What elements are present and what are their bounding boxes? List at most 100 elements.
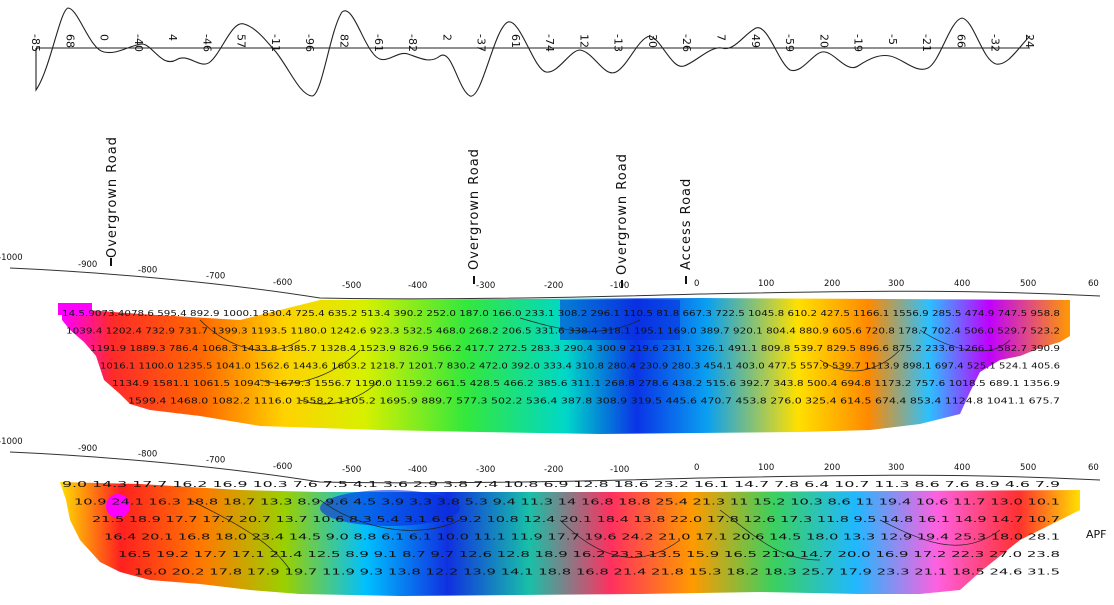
axis-tick-label: 200 [824,279,840,289]
profile-value-label: -40 [132,34,145,52]
profile-value-label: -13 [612,34,625,52]
road-label: Overgrown Road [615,153,630,275]
profile-value-label: 0 [98,34,111,41]
axis-tick-label: -800 [138,450,157,460]
road-marker-1: Overgrown Road [105,136,120,266]
value-row: 14.5.9073.4078.6 595.4 892.9 1000.1 830.… [62,308,1060,318]
section-1: -1000-900-800-700-600 -500 -400 -300 -200 -10… [0,253,1101,434]
value-row: 21.5 18.9 17.7 17.7 20.7 13.7 10.6 8.3 5… [92,514,1060,524]
value-row: 16.4 20.1 16.8 18.0 23.4 14.5 9.0 8.8 6.… [104,532,1060,542]
value-row: 1599.4 1468.0 1082.2 1116.0 1558.2 1105.… [128,396,1060,406]
section-2-blue-zone [320,490,460,526]
side-label: APF [1086,528,1107,541]
axis-tick-label: 500 [1020,279,1036,289]
road-label: Overgrown Road [467,148,482,270]
axis-tick-label: -200 [544,465,563,475]
value-row: 10.9 24.1 16.3 18.8 18.7 13.3 8.9 9.6 4.… [74,497,1060,507]
profile-curve [35,7,1031,97]
value-row: 16.0 20.2 17.8 17.9 19.7 11.9 9.3 13.8 1… [134,567,1060,577]
section-2-contours [189,499,1001,571]
profile-value-label: 49 [749,34,762,48]
axis-tick-label: 400 [954,279,970,289]
axis-tick-label: -300 [476,465,495,475]
section-1-magenta-zone [58,303,92,315]
road-label: Access Road [679,178,694,270]
road-marker-2: Overgrown Road [467,148,482,284]
profile-value-label: -11 [269,34,282,52]
axis-tick-label: -100 [610,281,629,291]
section-2-magenta-spot [106,494,130,518]
profile-value-label: 2 [440,34,453,41]
profile-value-label: -37 [475,34,488,52]
value-row: 9.0 14.3 17.7 16.2 16.9 10.3 7.6 7.5 4.1… [62,479,1060,489]
profile-value-label: -61 [372,34,385,52]
profile-value-label: -5 [886,34,899,45]
section-2-resistivity-fill [60,482,1080,596]
axis-tick-label: -600 [273,462,292,472]
profile-value-label: 12 [577,34,590,48]
axis-tick-label: -600 [273,278,292,288]
profile-value-label: -32 [989,34,1002,52]
axis-tick-label: 400 [954,463,970,473]
axis-tick-label: -400 [408,465,427,475]
value-row: 1134.9 1581.1 1061.5 1094.3 1679.3 1556.… [112,378,1060,388]
axis-tick-label: -500 [342,281,361,291]
axis-tick-label: 300 [888,279,904,289]
axis-tick-label: -700 [206,272,225,282]
profile-value-label: 57 [235,34,248,48]
profile-value-label: -21 [920,34,933,52]
axis-tick-label: 60 [1088,279,1099,289]
value-row: 1191.9 1889.3 786.4 1068.3 1433.8 1385.7… [90,343,1060,353]
profile-value-label: -82 [406,34,419,52]
axis-tick-label: 100 [758,279,774,289]
value-row: 16.5 19.2 17.7 17.1 21.4 12.5 8.9 9.1 8.… [118,549,1060,559]
profile-value-label: 24 [1023,34,1036,48]
profile-value-label: 61 [509,34,522,48]
profile-value-label: 20 [817,34,830,48]
axis-tick-label: -700 [206,456,225,466]
axis-tick-label: -500 [342,465,361,475]
axis-tick-label: 200 [824,463,840,473]
profile-value-label: -26 [680,34,693,52]
road-marker-3: Overgrown Road [615,153,630,288]
profile-value-label: 4 [166,34,179,41]
axis-tick-label: -300 [476,281,495,291]
axis-tick-label: -200 [544,281,563,291]
profile-value-label: -19 [852,34,865,52]
section-2: -1000-900-800-700-600 -500 -400 -300 -200 -10… [0,437,1107,596]
road-marker-4: Access Road [679,178,694,284]
profile-value-label: 30 [646,34,659,48]
axis-tick-label: 500 [1020,463,1036,473]
axis-tick-label: -400 [408,281,427,291]
section-1-blue-zone [560,300,680,340]
axis-tick-label: -1000 [0,437,23,447]
value-row: 1016.1 1100.0 1235.5 1041.0 1562.6 1443.… [100,361,1060,371]
profile-value-label: 7 [715,34,728,41]
axis-tick-label: -1000 [0,253,23,263]
profile-value-label: -74 [543,34,556,52]
axis-tick-label: 60 [1088,463,1099,473]
profile-value-label: -46 [200,34,213,52]
profile-value-label: 68 [63,34,76,48]
section-1-topography [9,267,1101,300]
road-markers: Overgrown Road Overgrown Road Overgrown … [105,136,694,288]
axis-tick-label: 0 [694,463,699,473]
section-1-resistivity-fill [62,298,1070,434]
profile-value-label: -96 [303,34,316,52]
axis-tick-label: -100 [610,465,629,475]
profile-panel: -85 68 0 -40 4 -46 57 -11 -96 82 -61 -82 2 -37 61 -74 12… [29,7,1036,97]
axis-tick-label: 0 [694,279,699,289]
profile-value-label: 66 [954,34,967,48]
axis-tick-label: -900 [78,260,97,270]
profile-value-label: -59 [783,34,796,52]
axis-tick-label: 100 [758,463,774,473]
axis-tick-label: 300 [888,463,904,473]
axis-tick-label: -900 [78,444,97,454]
profile-value-label: 82 [337,34,350,48]
profile-value-label: -85 [29,34,42,52]
section-2-topography [9,451,1101,484]
road-label: Overgrown Road [105,136,120,258]
value-row: 1039.4 1202.4 732.9 731.7 1399.3 1193.5 … [66,326,1060,336]
axis-tick-label: -800 [138,266,157,276]
